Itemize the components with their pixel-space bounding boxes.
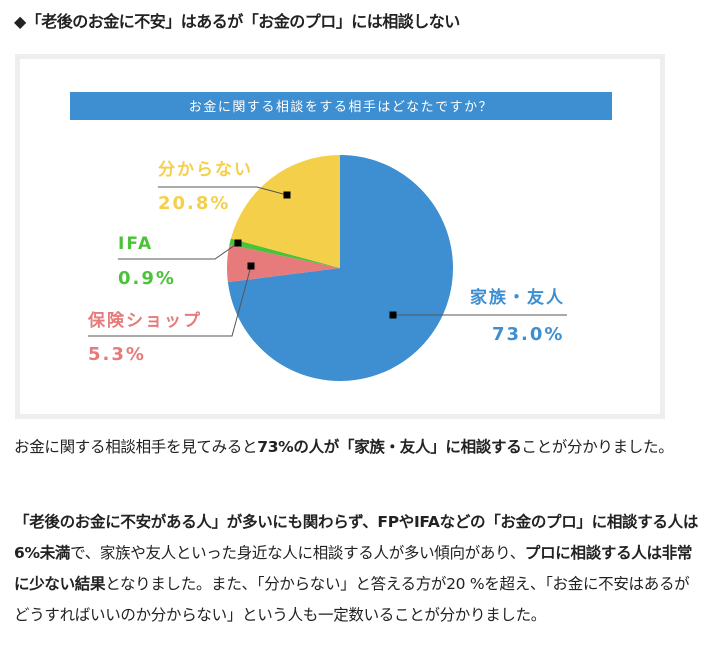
bold-text: 73%の人が「家族・友人」に相談する <box>257 438 522 456</box>
pie-slice-3 <box>230 155 340 268</box>
slice-value-0: 73.0% <box>492 324 564 345</box>
chart-title-bar <box>70 92 612 120</box>
pie-chart: お金に関する相談をする相手はどなたですか？ 家族・友人 73.0% 保険ショップ 5.3… <box>70 92 612 381</box>
text: ことが分かりました。 <box>521 438 674 456</box>
text: お金に関する相談相手を見てみると <box>14 438 258 456</box>
chart-title: お金に関する相談をする相手はどなたですか？ <box>189 99 493 115</box>
leader-dot-0 <box>389 311 397 319</box>
slice-label-2: IFA <box>118 234 153 254</box>
pie-slice-2 <box>229 238 340 268</box>
slice-label-3: 分からない <box>158 160 253 180</box>
slice-label-1: 保険ショップ <box>87 310 202 331</box>
bold-text: 「老後のお金に不安がある人」が多いにも関わらず、FPやIFAなどの「お金のプロ」… <box>14 513 699 562</box>
paragraph-2: 「老後のお金に不安がある人」が多いにも関わらず、FPやIFAなどの「お金のプロ」… <box>14 507 704 631</box>
leader-dot-2 <box>234 239 242 247</box>
bold-text: プロに相談する人は非常に少ない結果 <box>14 544 693 593</box>
leader-dot-1 <box>247 262 255 270</box>
text: で、家族や友人といった身近な人に相談する人が多い傾向があり、 <box>70 544 525 562</box>
slice-value-3: 20.8% <box>158 193 230 214</box>
leader-line-2 <box>118 242 239 260</box>
slice-label-0: 家族・友人 <box>470 287 565 308</box>
paragraph-1: お金に関する相談相手を見てみると73%の人が「家族・友人」に相談することが分かり… <box>14 432 704 463</box>
leader-line-3 <box>158 186 288 196</box>
leader-line-1 <box>88 265 252 337</box>
pie-slice-1 <box>226 244 340 283</box>
leader-dot-3 <box>283 191 291 199</box>
pie-slice-0 <box>227 155 453 381</box>
section-heading: ◆「老後のお金に不安」はあるが「お金のプロ」には相談しない <box>14 12 460 31</box>
slice-value-2: 0.9% <box>118 268 176 289</box>
slice-value-1: 5.3% <box>88 344 146 365</box>
text: となりました。また、「分からない」と答える方が20 %を超え、「お金に不安はある… <box>14 575 690 624</box>
